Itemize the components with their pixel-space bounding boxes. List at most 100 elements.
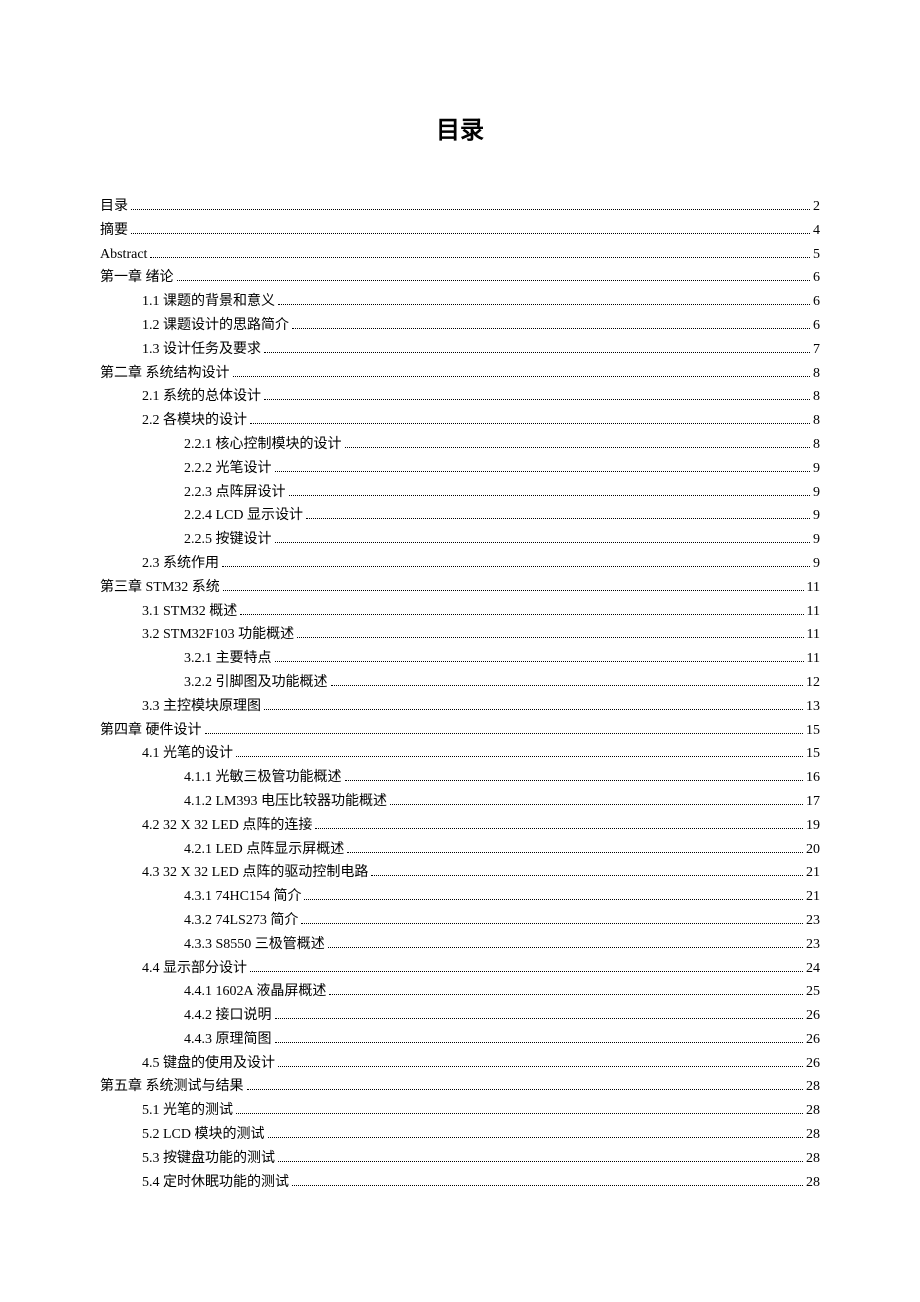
toc-entry: 4.1 光笔的设计15 <box>100 742 820 766</box>
toc-leader-dots <box>345 447 811 448</box>
toc-entry: 2.2 各模块的设计8 <box>100 409 820 433</box>
toc-entry-page: 9 <box>813 504 820 528</box>
toc-leader-dots <box>292 328 810 329</box>
toc-entry-page: 15 <box>806 719 820 743</box>
toc-leader-dots <box>240 614 803 615</box>
toc-entry-page: 28 <box>806 1123 820 1147</box>
toc-leader-dots <box>275 1018 804 1019</box>
toc-entry: 2.3 系统作用 9 <box>100 552 820 576</box>
toc-entry-page: 16 <box>806 766 820 790</box>
toc-entry-page: 24 <box>806 957 820 981</box>
toc-leader-dots <box>292 1185 803 1186</box>
document-title: 目录 <box>100 110 820 145</box>
toc-entry: 4.3.1 74HC154 简介21 <box>100 885 820 909</box>
toc-leader-dots <box>278 1161 803 1162</box>
toc-entry: 目录2 <box>100 195 820 219</box>
toc-entry-text: 2.2 各模块的设计 <box>142 409 247 433</box>
toc-entry-page: 25 <box>806 980 820 1004</box>
toc-entry-page: 26 <box>806 1028 820 1052</box>
toc-entry: 2.2.2 光笔设计9 <box>100 457 820 481</box>
toc-leader-dots <box>247 1089 804 1090</box>
toc-entry-text: 2.2.4 LCD 显示设计 <box>184 504 303 528</box>
toc-entry-text: 4.1.1 光敏三极管功能概述 <box>184 766 342 790</box>
toc-leader-dots <box>236 756 803 757</box>
toc-leader-dots <box>233 376 811 377</box>
toc-entry-page: 26 <box>806 1052 820 1076</box>
toc-entry-page: 21 <box>806 885 820 909</box>
table-of-contents: 目录2摘要4Abstract5第一章 绪论61.1 课题的背景和意义61.2 课… <box>100 195 820 1194</box>
toc-entry-text: 2.2.5 按键设计 <box>184 528 272 552</box>
toc-entry-page: 6 <box>813 314 820 338</box>
toc-entry-page: 28 <box>806 1147 820 1171</box>
toc-leader-dots <box>315 828 803 829</box>
toc-leader-dots <box>264 399 810 400</box>
toc-leader-dots <box>222 566 810 567</box>
toc-entry-text: 2.2.2 光笔设计 <box>184 457 272 481</box>
toc-entry-text: 4.1 光笔的设计 <box>142 742 233 766</box>
toc-entry-text: 摘要 <box>100 219 128 243</box>
toc-entry: 2.1 系统的总体设计8 <box>100 385 820 409</box>
toc-leader-dots <box>236 1113 803 1114</box>
toc-entry-page: 9 <box>813 528 820 552</box>
toc-entry-text: 1.3 设计任务及要求 <box>142 338 261 362</box>
toc-entry: 5.3 按键盘功能的测试 28 <box>100 1147 820 1171</box>
toc-entry-text: 第一章 绪论 <box>100 266 174 290</box>
toc-leader-dots <box>328 947 803 948</box>
toc-entry: 5.2 LCD 模块的测试28 <box>100 1123 820 1147</box>
toc-entry: 4.4.3 原理简图26 <box>100 1028 820 1052</box>
toc-entry-page: 7 <box>813 338 820 362</box>
toc-entry-page: 13 <box>806 695 820 719</box>
toc-entry-text: 4.2 32 X 32 LED 点阵的连接 <box>142 814 312 838</box>
toc-leader-dots <box>347 852 803 853</box>
toc-entry-text: 3.3 主控模块原理图 <box>142 695 261 719</box>
toc-entry-page: 21 <box>806 861 820 885</box>
toc-entry: 4.1.1 光敏三极管功能概述 16 <box>100 766 820 790</box>
toc-entry: 4.4.2 接口说明26 <box>100 1004 820 1028</box>
toc-entry-text: 第五章 系统测试与结果 <box>100 1075 244 1099</box>
toc-leader-dots <box>275 1042 804 1043</box>
toc-entry: 1.3 设计任务及要求 7 <box>100 338 820 362</box>
toc-entry: 2.2.5 按键设计 9 <box>100 528 820 552</box>
toc-entry-page: 8 <box>813 362 820 386</box>
toc-leader-dots <box>390 804 803 805</box>
toc-entry: 2.2.4 LCD 显示设计 9 <box>100 504 820 528</box>
toc-leader-dots <box>345 780 804 781</box>
toc-entry-page: 6 <box>813 266 820 290</box>
toc-entry-page: 2 <box>813 195 820 219</box>
toc-leader-dots <box>331 685 804 686</box>
toc-entry: 4.2.1 LED 点阵显示屏概述20 <box>100 838 820 862</box>
toc-entry: 4.3.3 S8550 三极管概述23 <box>100 933 820 957</box>
toc-entry-text: 5.3 按键盘功能的测试 <box>142 1147 275 1171</box>
toc-entry: Abstract5 <box>100 243 820 267</box>
toc-entry-text: 第三章 STM32 系统 <box>100 576 220 600</box>
toc-entry-page: 17 <box>806 790 820 814</box>
toc-entry-text: 5.1 光笔的测试 <box>142 1099 233 1123</box>
toc-entry-text: 4.3.3 S8550 三极管概述 <box>184 933 325 957</box>
toc-entry-page: 4 <box>813 219 820 243</box>
toc-entry-page: 5 <box>813 243 820 267</box>
toc-entry-text: 2.2.3 点阵屏设计 <box>184 481 286 505</box>
toc-entry-page: 26 <box>806 1004 820 1028</box>
toc-entry-page: 11 <box>807 647 820 671</box>
toc-entry: 3.2 STM32F103 功能概述11 <box>100 623 820 647</box>
toc-entry-page: 8 <box>813 385 820 409</box>
toc-leader-dots <box>223 590 804 591</box>
toc-entry-page: 12 <box>806 671 820 695</box>
toc-entry-text: 4.5 键盘的使用及设计 <box>142 1052 275 1076</box>
toc-leader-dots <box>177 280 811 281</box>
toc-entry: 3.3 主控模块原理图 13 <box>100 695 820 719</box>
toc-leader-dots <box>264 709 803 710</box>
toc-leader-dots <box>264 352 810 353</box>
toc-entry-page: 9 <box>813 552 820 576</box>
toc-leader-dots <box>275 661 804 662</box>
toc-entry-text: 3.1 STM32 概述 <box>142 600 237 624</box>
toc-entry: 4.5 键盘的使用及设计 26 <box>100 1052 820 1076</box>
toc-entry: 4.2 32 X 32 LED 点阵的连接19 <box>100 814 820 838</box>
toc-entry-page: 23 <box>806 909 820 933</box>
toc-entry-text: 2.3 系统作用 <box>142 552 219 576</box>
toc-entry-text: 1.2 课题设计的思路简介 <box>142 314 289 338</box>
toc-entry: 3.2.2 引脚图及功能概述12 <box>100 671 820 695</box>
toc-leader-dots <box>250 971 803 972</box>
toc-entry-text: 4.4 显示部分设计 <box>142 957 247 981</box>
toc-entry-text: 4.2.1 LED 点阵显示屏概述 <box>184 838 344 862</box>
